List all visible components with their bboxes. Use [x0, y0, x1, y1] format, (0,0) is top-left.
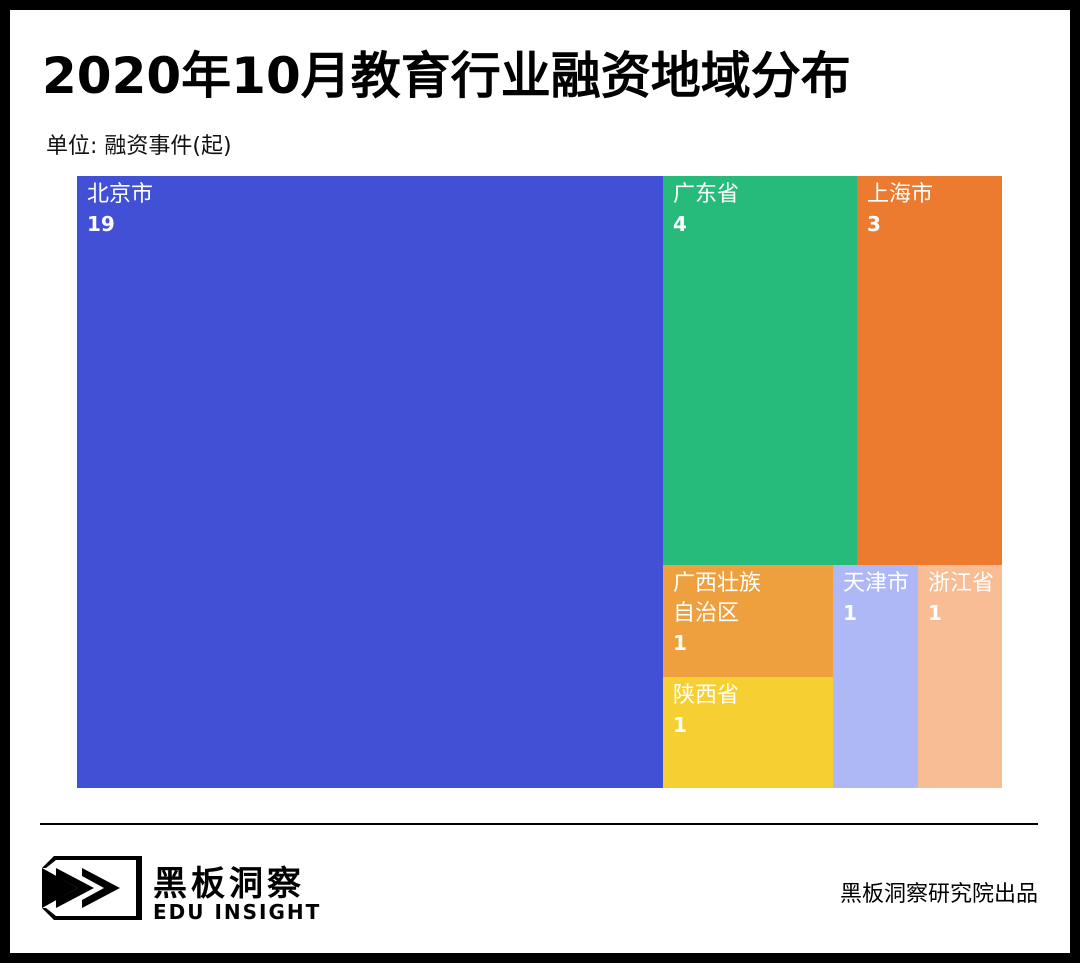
tile-text-group: 浙江省 1 — [928, 569, 994, 627]
treemap-tile: 广东省 4 — [663, 176, 857, 565]
tile-label: 陕西省 — [673, 683, 740, 708]
unit-label: 单位: 融资事件(起) — [46, 134, 232, 159]
treemap-tile: 天津市 1 — [833, 565, 918, 788]
treemap-tile: 上海市 3 — [857, 176, 1002, 565]
tile-value: 1 — [673, 713, 687, 737]
edu-insight-logo-icon — [42, 856, 142, 920]
footer-divider — [40, 823, 1038, 825]
tile-text-group: 天津市 1 — [843, 569, 909, 627]
tile-text-group: 广西壮族 自治区 1 — [673, 569, 761, 657]
tile-label: 广东省 — [673, 182, 740, 207]
treemap-tile: 北京市 19 — [77, 176, 663, 788]
tile-text-group: 广东省 4 — [673, 180, 739, 238]
treemap-tile: 浙江省 1 — [918, 565, 1002, 788]
tile-value: 1 — [928, 601, 942, 625]
chart-title: 2020年10月教育行业融资地域分布 — [42, 47, 851, 105]
chart-card: 2020年10月教育行业融资地域分布 单位: 融资事件(起) 北京市 19 广东省 4… — [10, 10, 1070, 953]
brand-name-cn: 黑板洞察 — [153, 864, 305, 904]
tile-value: 1 — [843, 601, 857, 625]
treemap: 北京市 19 广东省 4 上海市 3 广西壮族 自治区 1 陕西省 1 天津市 1 浙江省 1 — [77, 176, 1002, 788]
tile-label: 北京市 — [87, 182, 154, 207]
tile-label: 天津市 — [843, 571, 910, 596]
tile-value: 1 — [673, 631, 687, 655]
brand-name-en: EDU INSIGHT — [153, 900, 322, 924]
tile-value: 3 — [867, 212, 881, 236]
credit-text: 黑板洞察研究院出品 — [839, 882, 1038, 907]
tile-label: 浙江省 — [928, 571, 995, 596]
tile-text-group: 北京市 19 — [87, 180, 153, 238]
tile-value: 19 — [87, 212, 115, 236]
treemap-tile: 陕西省 1 — [663, 677, 833, 788]
tile-text-group: 上海市 3 — [867, 180, 933, 238]
tile-label: 上海市 — [867, 182, 934, 207]
tile-value: 4 — [673, 212, 687, 236]
tile-label: 广西壮族 自治区 — [673, 571, 762, 626]
treemap-tile: 广西壮族 自治区 1 — [663, 565, 833, 677]
tile-text-group: 陕西省 1 — [673, 681, 739, 739]
